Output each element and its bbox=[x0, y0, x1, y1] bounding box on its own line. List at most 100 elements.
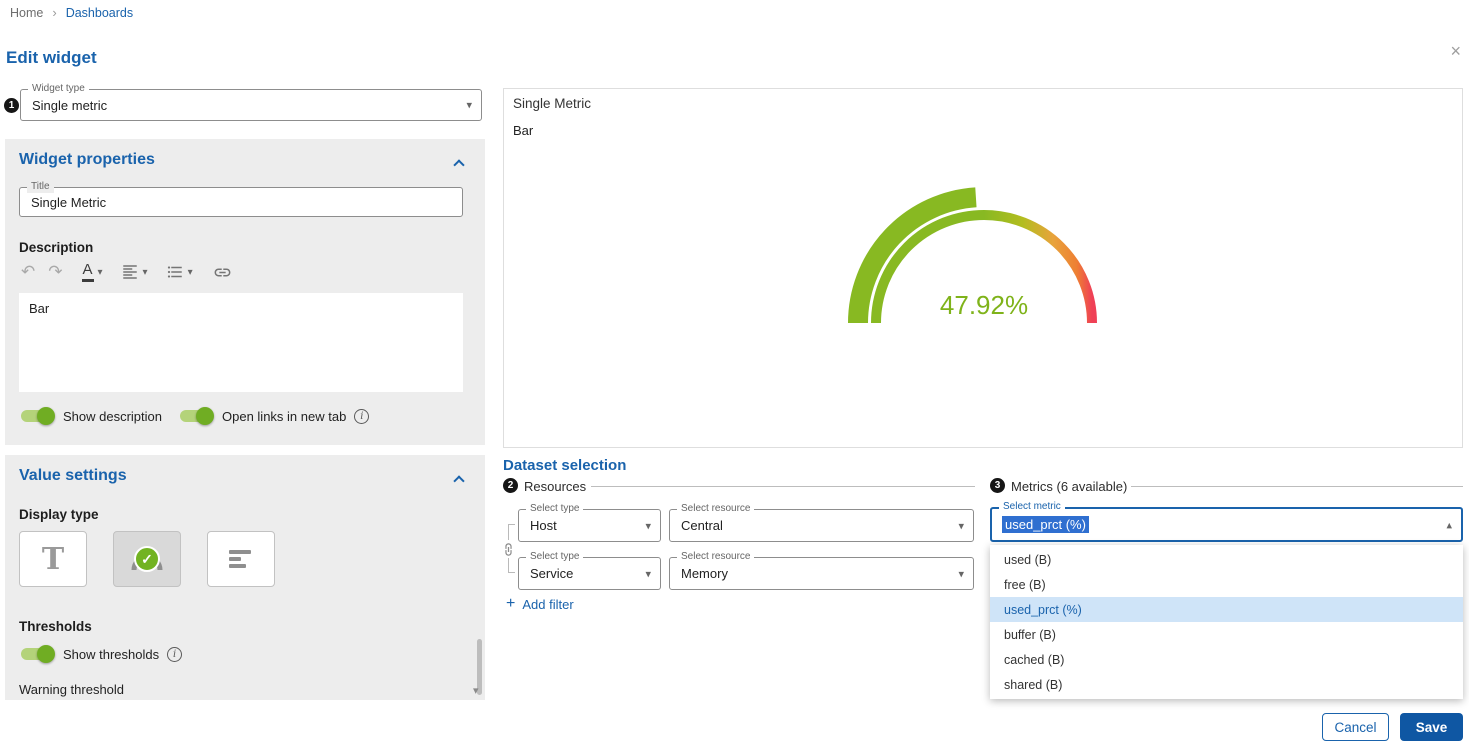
plus-icon: + bbox=[506, 595, 516, 612]
thresholds-info-icon[interactable]: i bbox=[167, 646, 183, 662]
gauge-value-arc bbox=[848, 187, 977, 324]
widget-type-value: Single metric bbox=[32, 97, 108, 113]
resource-type-value-1: Host bbox=[530, 518, 557, 533]
text-color-icon: A bbox=[81, 262, 94, 282]
metric-option[interactable]: shared (B) bbox=[1004, 677, 1063, 692]
metric-option[interactable]: cached (B) bbox=[1004, 652, 1065, 667]
display-type-gauge-button[interactable]: ✓ bbox=[113, 531, 181, 587]
show-description-label: Show description bbox=[63, 408, 162, 424]
chevron-down-icon: ▾ bbox=[645, 568, 651, 580]
resource-type-select-1[interactable]: Select type Host ▾ bbox=[518, 502, 661, 542]
scroll-down-icon[interactable]: ▾ bbox=[473, 685, 479, 697]
metric-select[interactable]: Select metric used_prct (%) ▴ bbox=[990, 501, 1463, 542]
metrics-divider bbox=[1131, 486, 1463, 487]
step-1-badge: 1 bbox=[4, 98, 19, 113]
resources-divider bbox=[591, 486, 975, 487]
title-field[interactable] bbox=[20, 188, 462, 216]
value-settings-panel: Value settings Display type T ✓ Threshol… bbox=[5, 455, 485, 700]
thresholds-label: Thresholds bbox=[19, 619, 92, 634]
resource-label-2: Select resource bbox=[677, 550, 755, 563]
resources-label: Resources bbox=[524, 479, 587, 494]
chevron-down-icon: ▾ bbox=[187, 266, 193, 278]
left-panel-scrollbar[interactable] bbox=[477, 639, 482, 695]
chevron-down-icon: ▾ bbox=[97, 266, 103, 278]
insert-link-button[interactable] bbox=[213, 263, 232, 282]
widget-properties-panel: Widget properties Title Description ↶ ↷ … bbox=[5, 139, 485, 445]
value-settings-heading: Value settings bbox=[19, 467, 127, 484]
gauge-value: 47.92% bbox=[940, 290, 1028, 320]
redo-icon[interactable]: ↷ bbox=[48, 262, 63, 281]
undo-icon[interactable]: ↶ bbox=[21, 262, 36, 281]
step-2-badge: 2 bbox=[503, 478, 518, 493]
description-label: Description bbox=[19, 240, 94, 255]
breadcrumb-dashboards-link[interactable]: Dashboards bbox=[65, 5, 134, 20]
resource-value-1: Central bbox=[681, 518, 723, 533]
title-field-label: Title bbox=[27, 180, 54, 193]
metric-option[interactable]: buffer (B) bbox=[1004, 627, 1056, 642]
chevron-down-icon: ▾ bbox=[645, 520, 651, 532]
chevron-down-icon: ▾ bbox=[466, 99, 472, 112]
gauge-track-arc bbox=[871, 210, 1097, 324]
chevron-down-icon: ▾ bbox=[958, 520, 964, 532]
description-editor[interactable]: Bar bbox=[19, 293, 463, 392]
chevron-down-icon: ▾ bbox=[958, 568, 964, 580]
open-links-toggle[interactable] bbox=[178, 406, 214, 426]
preview-title: Single Metric bbox=[513, 96, 592, 111]
open-links-label: Open links in new tab bbox=[222, 408, 347, 424]
add-filter-button[interactable]: + Add filter bbox=[506, 596, 574, 612]
resource-select-2[interactable]: Select resource Memory ▾ bbox=[669, 550, 974, 590]
open-links-info-icon[interactable]: i bbox=[354, 408, 370, 424]
bar-display-icon bbox=[229, 550, 251, 568]
metric-options-menu: used (B) free (B) used_prct (%) buffer (… bbox=[990, 545, 1463, 699]
resource-select-1[interactable]: Select resource Central ▾ bbox=[669, 502, 974, 542]
save-button[interactable]: Save bbox=[1400, 713, 1463, 741]
page-title: Edit widget bbox=[6, 48, 97, 67]
preview-description: Bar bbox=[513, 123, 534, 138]
align-button[interactable]: ▾ bbox=[121, 263, 148, 281]
gauge-chart: 47.92% bbox=[848, 187, 1097, 324]
chevron-down-icon: ▾ bbox=[142, 266, 148, 278]
widget-properties-heading: Widget properties bbox=[19, 151, 155, 168]
breadcrumb: Home › Dashboards bbox=[10, 5, 133, 20]
resource-type-label-2: Select type bbox=[526, 550, 584, 563]
widget-type-label: Widget type bbox=[28, 82, 89, 95]
resource-value-2: Memory bbox=[681, 566, 728, 581]
dataset-selection-heading: Dataset selection bbox=[503, 457, 627, 474]
link-icon bbox=[214, 268, 231, 276]
metric-option-selected[interactable]: used_prct (%) bbox=[990, 597, 1463, 622]
step-3-badge: 3 bbox=[990, 478, 1005, 493]
resource-type-select-2[interactable]: Select type Service ▾ bbox=[518, 550, 661, 590]
add-filter-label: Add filter bbox=[522, 596, 574, 612]
cancel-button[interactable]: Cancel bbox=[1322, 713, 1389, 741]
metric-option[interactable]: used (B) bbox=[1004, 552, 1052, 567]
widget-type-select[interactable]: Widget type Single metric ▾ bbox=[20, 82, 482, 121]
breadcrumb-home-link[interactable]: Home bbox=[10, 5, 44, 20]
metric-option[interactable]: free (B) bbox=[1004, 577, 1046, 592]
text-color-button[interactable]: A ▾ bbox=[81, 262, 103, 282]
description-toolbar: ↶ ↷ A ▾ ▾ ▾ bbox=[21, 260, 232, 284]
metrics-label: Metrics (6 available) bbox=[1011, 479, 1128, 494]
show-thresholds-toggle[interactable] bbox=[19, 644, 55, 664]
resource-type-label-1: Select type bbox=[526, 502, 584, 515]
show-thresholds-label: Show thresholds bbox=[63, 646, 160, 662]
selected-check-icon: ✓ bbox=[134, 546, 160, 572]
display-type-bar-button[interactable] bbox=[207, 531, 275, 587]
resource-label-1: Select resource bbox=[677, 502, 755, 515]
list-button[interactable]: ▾ bbox=[166, 263, 193, 281]
close-icon[interactable]: × bbox=[1450, 41, 1461, 61]
breadcrumb-separator-icon: › bbox=[52, 5, 57, 20]
show-description-toggle[interactable] bbox=[19, 406, 55, 426]
resource-type-value-2: Service bbox=[530, 566, 574, 581]
display-type-label: Display type bbox=[19, 507, 99, 522]
widget-preview: Single Metric Bar 47.92% bbox=[503, 88, 1463, 448]
bullet-list-icon bbox=[167, 266, 182, 278]
align-left-icon bbox=[122, 265, 137, 279]
toggles-row: Show description Open links in new tab i bbox=[19, 406, 370, 426]
title-field-wrap: Title bbox=[19, 180, 463, 217]
display-type-text-button[interactable]: T bbox=[19, 531, 87, 587]
collapse-widget-properties-icon[interactable] bbox=[453, 159, 465, 171]
collapse-value-settings-icon[interactable] bbox=[453, 475, 465, 487]
metric-select-label: Select metric bbox=[999, 501, 1065, 512]
link-rows-icon[interactable] bbox=[499, 540, 517, 558]
